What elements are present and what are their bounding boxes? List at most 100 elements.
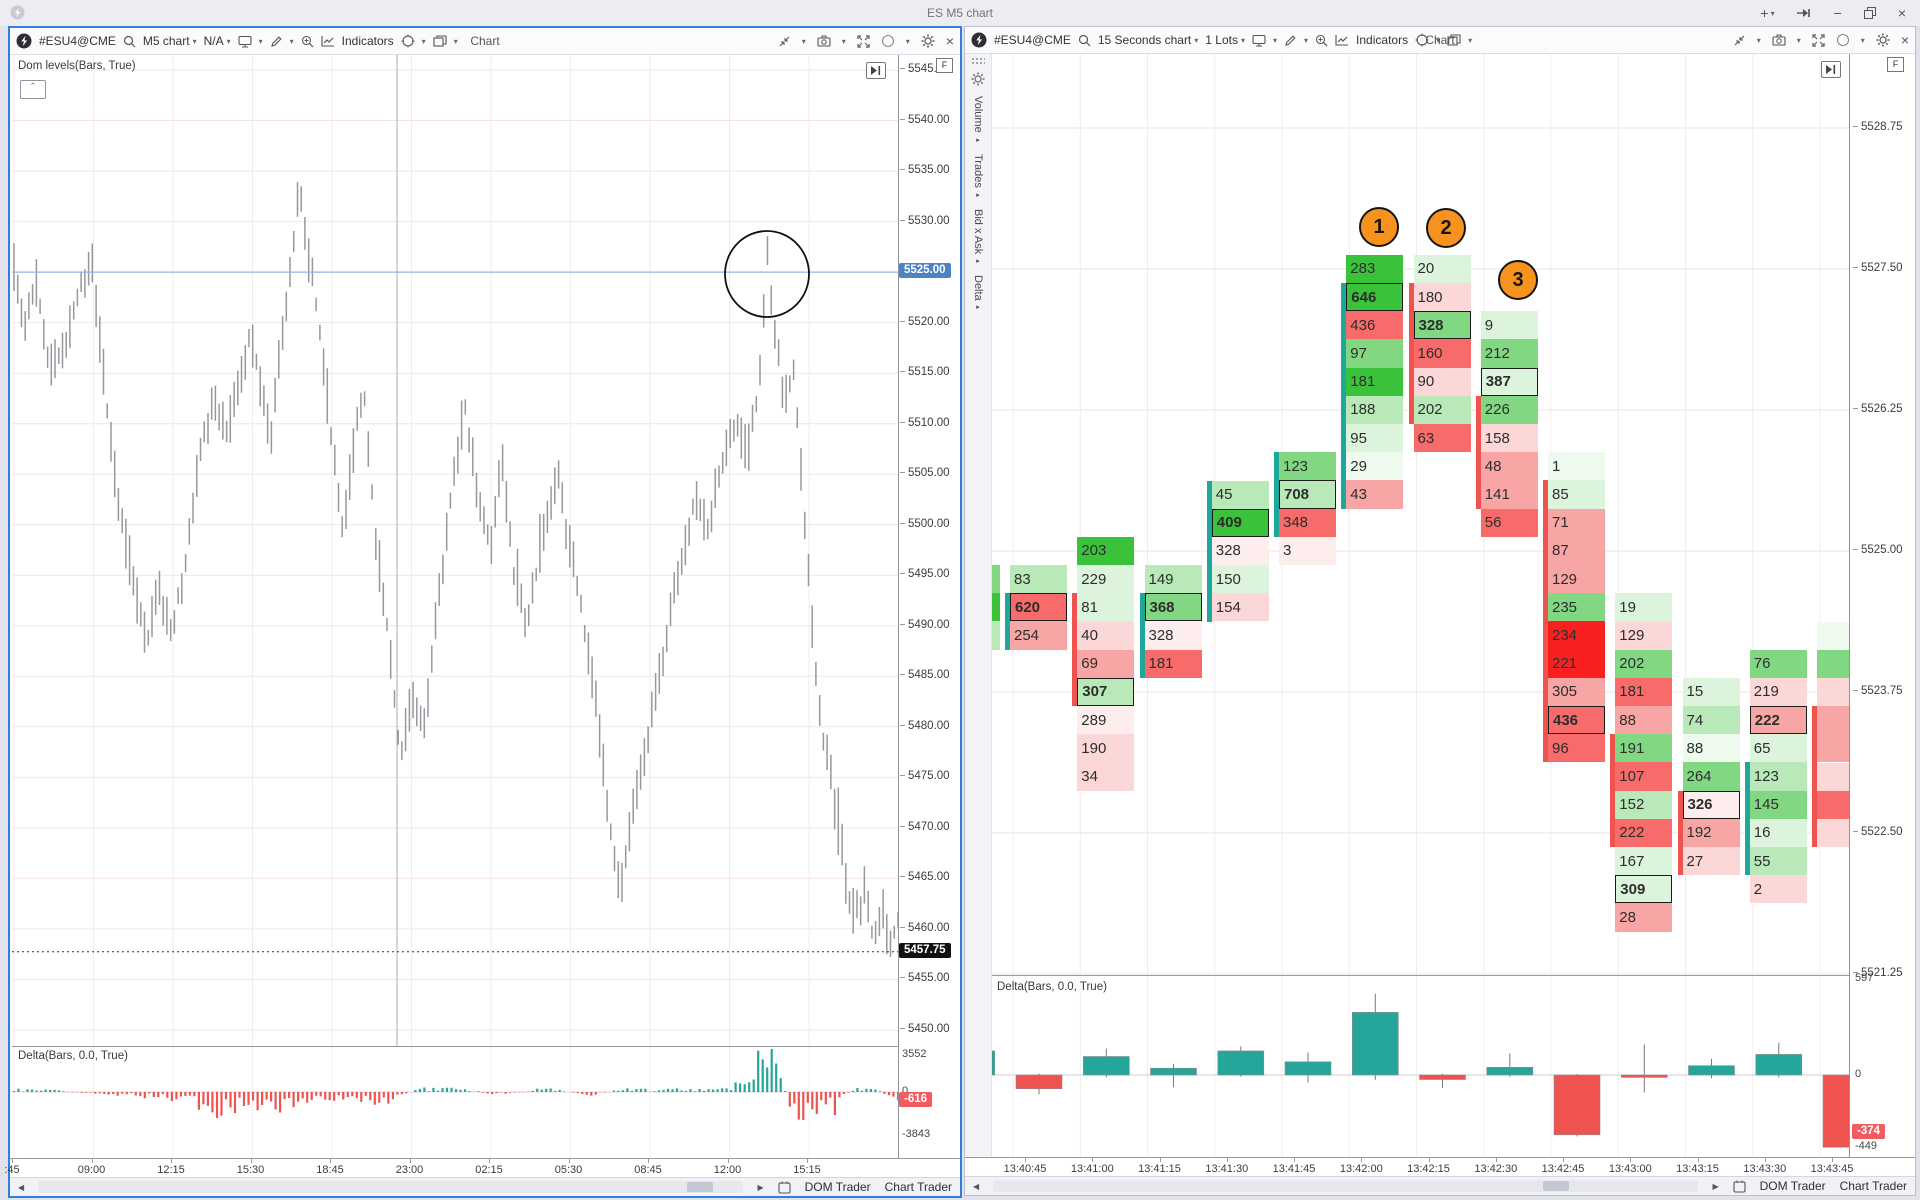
layout-panels-icon[interactable] bbox=[433, 35, 447, 47]
scroll-right-arrow[interactable]: ▶ bbox=[1712, 1181, 1719, 1191]
left-time-axis[interactable]: :45 09:00 12:15 15:30 18:45 23:00 02:15 05:30 08… bbox=[4, 1158, 960, 1179]
crosshair-icon[interactable] bbox=[1415, 33, 1429, 47]
sidebar-item-delta[interactable]: Delta ▸ bbox=[972, 275, 984, 312]
fullscreen-icon[interactable] bbox=[1812, 33, 1825, 47]
timeframe-select[interactable]: M5 chart ▾ bbox=[143, 34, 197, 48]
scroll-right-arrow[interactable]: ▶ bbox=[757, 1182, 764, 1192]
cluster-cell: 55 bbox=[1749, 847, 1807, 876]
lots-select[interactable]: 1 Lots ▾ bbox=[1205, 33, 1245, 47]
chevron-down-icon[interactable]: ▾ bbox=[905, 36, 910, 46]
search-icon[interactable] bbox=[123, 35, 136, 48]
cluster-cell bbox=[1817, 649, 1849, 678]
chevron-down-icon[interactable]: ▾ bbox=[421, 36, 426, 46]
axis-settings-icon[interactable]: F bbox=[936, 58, 953, 73]
drag-handle-icon[interactable] bbox=[971, 57, 985, 64]
window-minimize-button[interactable]: − bbox=[1833, 5, 1842, 21]
circle-tool-icon[interactable] bbox=[881, 34, 895, 48]
symbol-label[interactable]: #ESU4@CME bbox=[39, 34, 116, 48]
close-icon[interactable]: × bbox=[1900, 32, 1909, 48]
chevron-down-icon[interactable]: ▾ bbox=[1273, 35, 1278, 45]
circle-tool-icon[interactable] bbox=[1836, 33, 1850, 47]
cluster-cell: 180 bbox=[1413, 283, 1471, 312]
collapse-icon[interactable] bbox=[778, 35, 791, 48]
chevron-down-icon[interactable]: ▾ bbox=[1796, 35, 1801, 45]
scrollbar-track[interactable] bbox=[993, 1180, 1699, 1192]
layout-panels-icon[interactable] bbox=[1447, 34, 1461, 46]
left-delta-chart[interactable] bbox=[12, 1046, 898, 1158]
sidebar-gear-icon[interactable] bbox=[971, 72, 985, 86]
price-axis-label: 5505.00 bbox=[900, 467, 950, 479]
chevron-down-icon[interactable]: ▾ bbox=[1436, 35, 1441, 45]
monitor-icon[interactable] bbox=[238, 35, 252, 48]
search-icon[interactable] bbox=[1078, 34, 1091, 47]
monitor-icon[interactable] bbox=[1252, 34, 1266, 47]
pencil-icon[interactable] bbox=[1284, 34, 1297, 47]
window-close-button[interactable]: × bbox=[1897, 5, 1906, 21]
cluster-cell: 328 bbox=[1144, 621, 1202, 650]
sidebar-item-volume[interactable]: Volume ▸ bbox=[972, 96, 984, 144]
gear-icon[interactable] bbox=[1876, 33, 1890, 47]
footprint-column: 203 229 81 40 69 307 289 190 34 bbox=[1072, 536, 1135, 791]
symbol-label[interactable]: #ESU4@CME bbox=[994, 33, 1071, 47]
left-price-chart[interactable] bbox=[12, 54, 898, 1046]
scroll-left-arrow[interactable]: ◀ bbox=[973, 1181, 980, 1191]
sidebar-item-trades[interactable]: Trades ▸ bbox=[972, 154, 984, 199]
timeframe-select[interactable]: 15 Seconds chart ▾ bbox=[1098, 33, 1198, 47]
axis-settings-icon[interactable]: F bbox=[1887, 57, 1904, 72]
scrollbar-thumb[interactable] bbox=[1543, 1181, 1570, 1191]
indicators-icon[interactable] bbox=[1335, 34, 1349, 46]
crosshair-icon[interactable] bbox=[401, 34, 415, 48]
chart-trader-button[interactable]: Chart Trader bbox=[1839, 1179, 1907, 1193]
chevron-down-icon[interactable]: ▾ bbox=[1468, 35, 1473, 45]
dom-trader-button[interactable]: DOM Trader bbox=[804, 1180, 871, 1194]
chevron-down-icon[interactable]: ▾ bbox=[258, 36, 263, 46]
zoom-in-icon[interactable] bbox=[1315, 34, 1328, 47]
zoom-in-icon[interactable] bbox=[301, 35, 314, 48]
window-pin-icon[interactable] bbox=[1796, 7, 1812, 19]
window-restore-button[interactable] bbox=[1863, 7, 1876, 19]
chevron-down-icon[interactable]: ▾ bbox=[841, 36, 846, 46]
cluster-cell: 96 bbox=[1548, 734, 1605, 763]
scrollbar-thumb[interactable] bbox=[687, 1182, 714, 1192]
time-tick bbox=[330, 1159, 331, 1163]
chevron-down-icon[interactable]: ▾ bbox=[1756, 35, 1761, 45]
lots-select[interactable]: N/A ▾ bbox=[204, 34, 231, 48]
sidebar-item-bid-x-ask[interactable]: Bid x Ask ▸ bbox=[972, 209, 984, 265]
close-icon[interactable]: × bbox=[945, 33, 954, 49]
pencil-icon[interactable] bbox=[270, 35, 283, 48]
fullscreen-icon[interactable] bbox=[857, 34, 870, 48]
indicators-button[interactable]: Indicators bbox=[1356, 33, 1409, 47]
cluster-cell: 123 bbox=[1279, 452, 1336, 481]
right-delta-chart[interactable] bbox=[991, 975, 1849, 1157]
camera-icon[interactable] bbox=[817, 35, 831, 47]
cluster-cell: 181 bbox=[1615, 677, 1673, 707]
chevron-down-icon[interactable]: ▾ bbox=[801, 36, 806, 46]
chevron-down-icon[interactable]: ▾ bbox=[1304, 35, 1309, 45]
calendar-icon[interactable] bbox=[1733, 1180, 1746, 1193]
right-time-axis[interactable]: 13:40:45 13:41:00 13:41:15 13:41:30 13:41:45… bbox=[965, 1157, 1915, 1178]
right-chart-toolbar: #ESU4@CME 15 Seconds chart ▾ 1 Lots ▾ ▾ ▾ … bbox=[965, 27, 1915, 54]
chevron-down-icon[interactable]: ▾ bbox=[453, 36, 458, 46]
indicators-icon[interactable] bbox=[321, 35, 335, 47]
collapse-indicator-button[interactable]: ˆ bbox=[20, 80, 46, 99]
price-axis-label: 5530.00 bbox=[900, 215, 950, 227]
indicators-button[interactable]: Indicators bbox=[341, 34, 394, 48]
camera-icon[interactable] bbox=[1772, 34, 1786, 46]
collapse-icon[interactable] bbox=[1733, 34, 1746, 47]
footprint-chart[interactable]: 83 620 254 203 229 81 40 69 307 289 190 34 149 368 328… bbox=[991, 53, 1849, 975]
time-tick bbox=[409, 1159, 411, 1163]
chart-trader-button[interactable]: Chart Trader bbox=[884, 1180, 952, 1194]
cluster-cell: 16 bbox=[1749, 818, 1807, 848]
calendar-icon[interactable] bbox=[778, 1181, 791, 1194]
chevron-down-icon[interactable]: ▾ bbox=[289, 36, 294, 46]
chevron-down-icon[interactable]: ▾ bbox=[1860, 35, 1865, 45]
dom-trader-button[interactable]: DOM Trader bbox=[1759, 1179, 1826, 1193]
scroll-left-arrow[interactable]: ◀ bbox=[18, 1182, 25, 1192]
window-add-button[interactable]: + ▾ bbox=[1760, 5, 1775, 21]
jump-to-latest-button[interactable] bbox=[866, 62, 886, 79]
cluster-cell: 212 bbox=[1480, 339, 1538, 368]
cluster-cell: 229 bbox=[1077, 565, 1135, 594]
scrollbar-track[interactable] bbox=[38, 1181, 744, 1193]
gear-icon[interactable] bbox=[921, 34, 935, 48]
jump-to-latest-button[interactable] bbox=[1821, 61, 1841, 78]
